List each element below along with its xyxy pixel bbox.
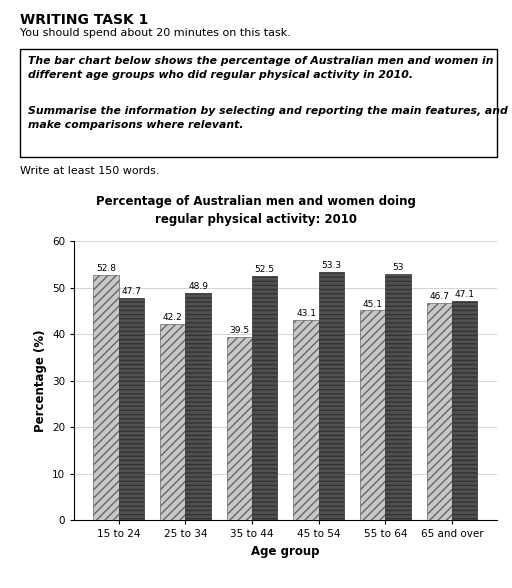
Bar — [252, 276, 278, 520]
Text: 48.9: 48.9 — [188, 282, 208, 291]
Text: 53.3: 53.3 — [322, 262, 342, 270]
Bar — [293, 320, 319, 520]
Bar — [452, 301, 477, 520]
Bar — [160, 324, 185, 520]
Bar — [386, 273, 411, 520]
Text: Percentage of Australian men and women doing
regular physical activity: 2010: Percentage of Australian men and women d… — [96, 195, 416, 226]
Text: You should spend about 20 minutes on this task.: You should spend about 20 minutes on thi… — [20, 28, 291, 38]
Text: The bar chart below shows the percentage of Australian men and women in
differen: The bar chart below shows the percentage… — [28, 56, 494, 80]
Text: 47.1: 47.1 — [455, 290, 475, 299]
Text: 47.7: 47.7 — [121, 288, 141, 296]
Bar — [93, 275, 119, 520]
Bar — [319, 272, 344, 520]
Text: 52.5: 52.5 — [255, 265, 275, 274]
Text: Write at least 150 words.: Write at least 150 words. — [20, 166, 160, 176]
Bar — [227, 336, 252, 520]
Text: 42.2: 42.2 — [163, 313, 183, 322]
Bar — [427, 303, 452, 520]
Bar — [185, 293, 211, 520]
Text: 46.7: 46.7 — [430, 292, 450, 301]
Text: 53: 53 — [392, 263, 404, 272]
X-axis label: Age group: Age group — [251, 545, 319, 558]
Text: 39.5: 39.5 — [229, 326, 249, 335]
Text: WRITING TASK 1: WRITING TASK 1 — [20, 13, 149, 27]
Bar — [360, 310, 386, 520]
Text: 52.8: 52.8 — [96, 264, 116, 273]
Text: 43.1: 43.1 — [296, 309, 316, 318]
Text: 45.1: 45.1 — [363, 299, 383, 309]
Bar — [119, 298, 144, 520]
Text: Summarise the information by selecting and reporting the main features, and
make: Summarise the information by selecting a… — [28, 106, 508, 130]
Y-axis label: Percentage (%): Percentage (%) — [33, 329, 47, 432]
